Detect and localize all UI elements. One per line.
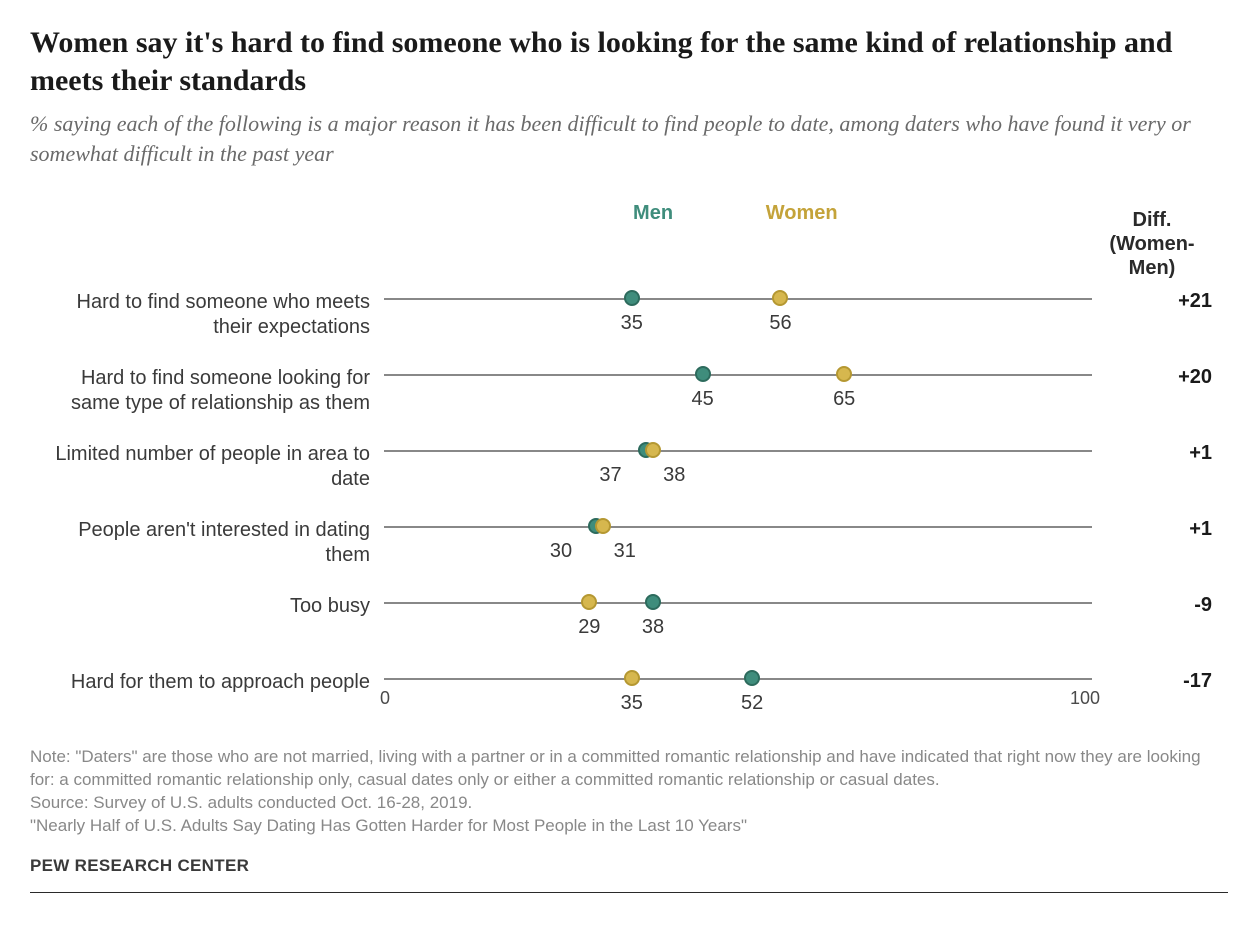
dot-women: [645, 442, 661, 458]
chart-notes: Note: "Daters" are those who are not mar…: [30, 746, 1228, 838]
dot-men: [695, 366, 711, 382]
row-track: 38 29: [384, 594, 1092, 648]
value-label-men: 45: [691, 388, 713, 411]
diff-value: +21: [1092, 290, 1218, 313]
row-label: Hard to find someone looking for same ty…: [40, 366, 384, 416]
diff-header-line1: Diff.: [1133, 209, 1172, 231]
legend-row: Men Women Diff. (Women-Men): [40, 208, 1218, 280]
row-track: 35 56: [384, 290, 1092, 344]
note-line-2: Source: Survey of U.S. adults conducted …: [30, 792, 1228, 815]
value-label-men: 37: [599, 464, 621, 487]
value-label-men: 35: [621, 312, 643, 335]
chart-row: Hard for them to approach people 52 35 0 100…: [40, 670, 1218, 724]
note-line-3: "Nearly Half of U.S. Adults Say Dating H…: [30, 815, 1228, 838]
track-line: [384, 526, 1092, 528]
axis-label-min: 0: [380, 688, 390, 709]
track-line: [384, 374, 1092, 376]
chart-subtitle: % saying each of the following is a majo…: [30, 109, 1228, 168]
diff-value: +1: [1092, 518, 1218, 541]
track-line: [384, 602, 1092, 604]
value-label-women: 35: [621, 692, 643, 715]
value-label-men: 30: [550, 540, 572, 563]
chart-row: Hard to find someone who meets their exp…: [40, 290, 1218, 344]
row-track: 30 31: [384, 518, 1092, 572]
chart-title: Women say it's hard to find someone who …: [30, 24, 1228, 99]
note-line-1: Note: "Daters" are those who are not mar…: [30, 746, 1228, 792]
diff-header: Diff. (Women-Men): [1092, 208, 1218, 280]
diff-value: -9: [1092, 594, 1218, 617]
dot-women: [772, 290, 788, 306]
footer-brand: PEW RESEARCH CENTER: [30, 856, 1228, 876]
chart-row: Limited number of people in area to date…: [40, 442, 1218, 496]
track-line: [384, 678, 1092, 680]
track-line: [384, 298, 1092, 300]
row-label: Too busy: [40, 594, 384, 619]
dot-women: [836, 366, 852, 382]
value-label-men: 52: [741, 692, 763, 715]
dot-men: [624, 290, 640, 306]
diff-value: +1: [1092, 442, 1218, 465]
dot-men: [645, 594, 661, 610]
value-label-women: 29: [578, 616, 600, 639]
row-label: Limited number of people in area to date: [40, 442, 384, 492]
diff-header-line2: (Women-Men): [1109, 233, 1194, 279]
value-label-women: 31: [614, 540, 636, 563]
track-line: [384, 450, 1092, 452]
footer-rule: [30, 892, 1228, 893]
row-track: 45 65: [384, 366, 1092, 420]
row-track: 52350100: [384, 670, 1092, 724]
value-label-women: 65: [833, 388, 855, 411]
row-track: 37 38: [384, 442, 1092, 496]
chart-row: Too busy 38 29 -9: [40, 594, 1218, 648]
dot-women: [624, 670, 640, 686]
diff-value: -17: [1092, 670, 1218, 693]
legend-track: Men Women: [384, 208, 1092, 238]
axis-label-max: 100: [1070, 688, 1100, 709]
chart-rows: Hard to find someone who meets their exp…: [40, 290, 1218, 724]
dot-women: [595, 518, 611, 534]
chart-row: Hard to find someone looking for same ty…: [40, 366, 1218, 420]
chart-container: Women say it's hard to find someone who …: [0, 0, 1258, 903]
value-label-women: 56: [769, 312, 791, 335]
value-label-men: 38: [642, 616, 664, 639]
dot-women: [581, 594, 597, 610]
chart-row: People aren't interested in dating them3…: [40, 518, 1218, 572]
value-label-women: 38: [663, 464, 685, 487]
row-label: People aren't interested in dating them: [40, 518, 384, 568]
legend-women: Women: [766, 202, 838, 225]
dot-men: [744, 670, 760, 686]
diff-value: +20: [1092, 366, 1218, 389]
row-label: Hard for them to approach people: [40, 670, 384, 695]
chart-area: Men Women Diff. (Women-Men) Hard to find…: [40, 208, 1218, 724]
legend-men: Men: [633, 202, 673, 225]
row-label: Hard to find someone who meets their exp…: [40, 290, 384, 340]
